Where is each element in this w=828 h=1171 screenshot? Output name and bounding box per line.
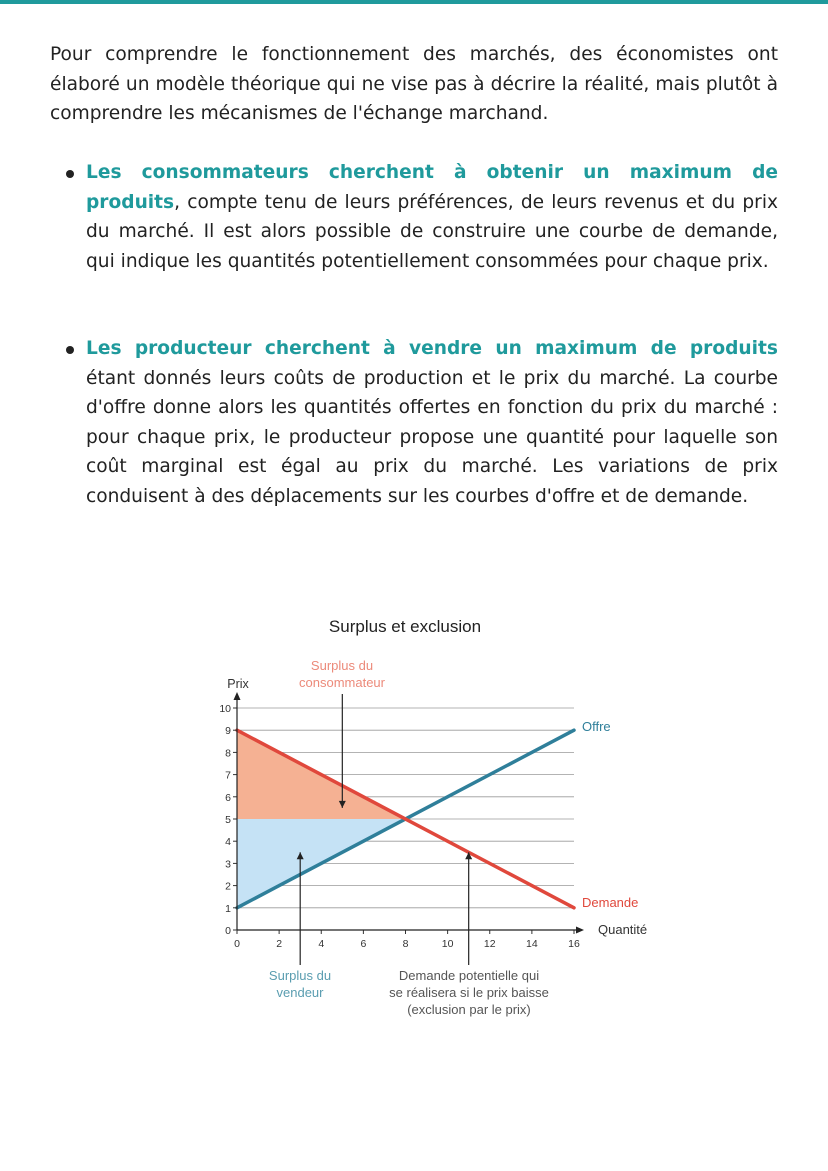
potential-demand-arrow-head-icon	[465, 852, 473, 860]
y-tick-label: 5	[225, 814, 231, 826]
intro-paragraph: Pour comprendre le fonctionnement des ma…	[50, 44, 778, 124]
x-tick-label: 12	[484, 938, 496, 950]
x-tick-label: 0	[234, 938, 240, 950]
x-tick-label: 2	[276, 938, 282, 950]
x-tick-label: 8	[403, 938, 409, 950]
y-tick-label: 3	[225, 858, 231, 870]
y-axis-label: Prix	[227, 677, 249, 691]
bullet-text: étant donnés leurs coûts de production e…	[86, 367, 778, 507]
consumer-surplus-arrow-head-icon	[338, 800, 346, 808]
y-tick-label: 9	[225, 725, 231, 737]
x-axis-arrow-icon	[576, 926, 584, 934]
potential-demand-label: Demande potentielle qui se réalisera si l…	[389, 968, 549, 1017]
x-tick-label: 10	[442, 938, 454, 950]
y-tick-label: 8	[225, 747, 231, 759]
seller-surplus-label: Surplus du vendeur	[269, 968, 331, 1000]
bullet-producers: Les producteur cherchent à vendre un max…	[66, 334, 778, 511]
y-tick-label: 7	[225, 770, 231, 782]
bullet-text: , compte tenu de leurs préférences, de l…	[86, 191, 778, 272]
y-tick-label: 10	[219, 703, 231, 715]
bullet-highlight: Les producteur cherchent à vendre un max…	[86, 338, 778, 359]
bullet-highlight: Les consommateurs cherchent à obtenir un…	[86, 162, 778, 213]
y-tick-label: 0	[225, 925, 231, 937]
x-tick-label: 16	[568, 938, 580, 950]
demande-label: Demande	[582, 895, 638, 910]
seller-surplus-arrow-head-icon	[296, 852, 304, 860]
x-axis-label: Quantité	[598, 922, 647, 937]
bullet-consumers: Les consommateurs cherchent à obtenir un…	[66, 158, 778, 276]
offre-label: Offre	[582, 719, 611, 734]
y-tick-label: 2	[225, 881, 231, 893]
x-tick-label: 6	[360, 938, 366, 950]
y-axis-arrow-icon	[233, 692, 241, 700]
consumer-surplus-label: Surplus du consommateur	[299, 658, 386, 690]
chart-title: Surplus et exclusion	[329, 617, 481, 636]
x-tick-label: 14	[526, 938, 538, 950]
y-tick-label: 1	[225, 903, 231, 915]
x-tick-label: 4	[318, 938, 324, 950]
y-tick-label: 6	[225, 792, 231, 804]
top-accent-bar	[0, 0, 828, 4]
y-tick-label: 4	[225, 836, 231, 848]
demand-line	[235, 728, 576, 910]
